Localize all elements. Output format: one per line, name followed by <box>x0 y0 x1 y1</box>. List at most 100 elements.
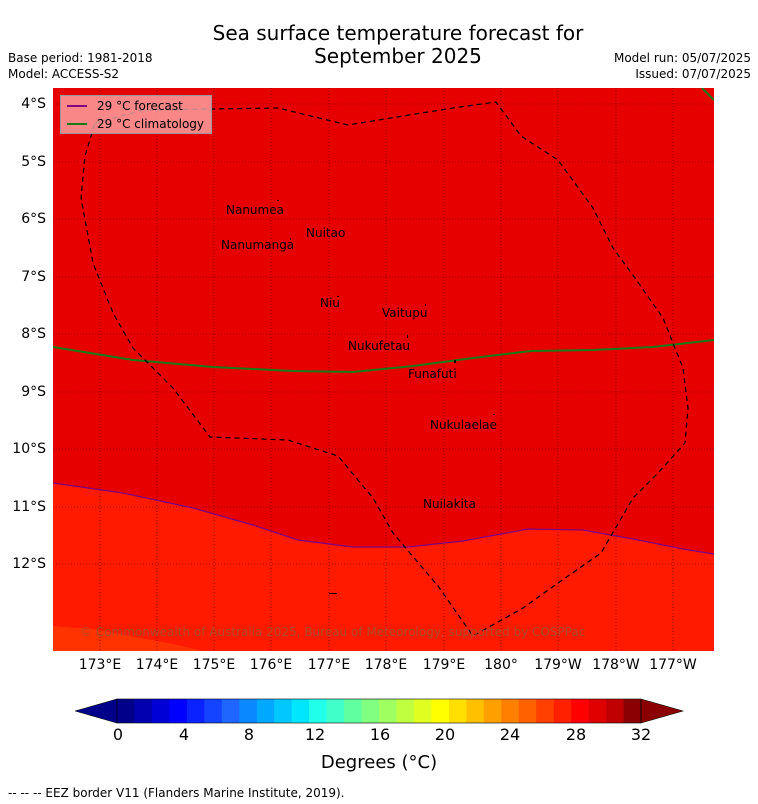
colorbar-tick: 12 <box>304 725 326 744</box>
base-period: Base period: 1981-2018 <box>8 51 153 65</box>
header-left: Base period: 1981-2018 Model: ACCESS-S2 <box>8 50 153 82</box>
map-legend: 29 °C forecast 29 °C climatology <box>60 95 212 134</box>
header-right: Model run: 05/07/2025 Issued: 07/07/2025 <box>614 50 751 82</box>
climatology-contour-corner <box>701 88 714 101</box>
island-markers <box>277 200 495 594</box>
colorbar-cell <box>204 699 223 723</box>
legend-forecast: 29 °C forecast <box>67 98 183 114</box>
colorbar-cell <box>326 699 345 723</box>
title-line-1: Sea surface temperature forecast for <box>212 21 584 45</box>
eez-border <box>80 101 689 637</box>
colorbar-tick: 28 <box>565 725 587 744</box>
model-run: Model run: 05/07/2025 <box>613 51 751 65</box>
legend-climatology-label: 29 °C climatology <box>97 117 205 131</box>
colorbar-cells <box>75 698 685 724</box>
colorbar-cell <box>309 699 327 723</box>
colorbar-tick: 32 <box>630 725 652 744</box>
lat-label: 11°S <box>12 499 46 515</box>
climatology-contour <box>53 339 714 374</box>
colorbar-tick: 24 <box>499 725 521 744</box>
island-label-nanumea: Nanumea <box>226 203 284 217</box>
lat-label: 6°S <box>21 211 46 227</box>
lon-label: 177°E <box>307 657 351 673</box>
colorbar-cell <box>588 699 607 723</box>
colorbar-label: Degrees (°C) <box>320 752 438 773</box>
colorbar-cell <box>239 699 258 723</box>
issued-date: Issued: 07/07/2025 <box>635 67 751 81</box>
colorbar-cell <box>396 699 415 723</box>
climatology-swatch <box>67 123 87 125</box>
copyright-notice: © Commonwealth of Australia 2025, Bureau… <box>80 625 586 639</box>
lon-label: 179°E <box>422 657 466 673</box>
colorbar-tick: 8 <box>243 725 255 744</box>
colorbar-cell <box>518 699 537 723</box>
colorbar-frame <box>116 698 642 724</box>
coolest-region <box>53 626 203 651</box>
colorbar-cell <box>536 699 554 723</box>
colorbar-cell <box>361 699 380 723</box>
island-label-vaitupu: Vaitupu <box>382 306 428 320</box>
sst-map <box>53 88 714 651</box>
lon-label: 180° <box>484 657 518 673</box>
colorbar-cell <box>553 699 572 723</box>
colorbar-cell <box>431 699 450 723</box>
colorbar-tick: 16 <box>369 725 391 744</box>
colorbar-cell <box>466 699 485 723</box>
forecast-swatch <box>67 105 87 107</box>
lat-label: 7°S <box>21 269 46 285</box>
page-title: Sea surface temperature forecast for Sep… <box>0 22 758 68</box>
colorbar-cell <box>501 699 520 723</box>
colorbar-cell <box>151 699 170 723</box>
island-label-nukulaelae: Nukulaelae <box>430 418 497 432</box>
island-label-nukufetau: Nukufetau <box>348 339 411 353</box>
lon-label: 177°W <box>649 657 697 673</box>
island-label-nuitao: Nuitao <box>306 226 346 240</box>
lon-label: 173°E <box>78 657 122 673</box>
colorbar <box>75 698 685 724</box>
colorbar-cell <box>379 699 397 723</box>
title-line-2: September 2025 <box>314 44 482 68</box>
lon-label: 178°E <box>364 657 408 673</box>
lat-label: 4°S <box>21 96 46 112</box>
colorbar-cell <box>413 699 432 723</box>
colorbar-cell <box>606 699 624 723</box>
graticule <box>53 88 714 651</box>
colorbar-extend-high <box>640 698 685 724</box>
legend-climatology: 29 °C climatology <box>67 116 204 132</box>
colorbar-cell <box>344 699 362 723</box>
forecast-contour <box>53 482 714 555</box>
colorbar-cell <box>623 699 642 723</box>
model-name: Model: ACCESS-S2 <box>8 67 120 81</box>
colorbar-cell <box>256 699 275 723</box>
colorbar-cell <box>221 699 240 723</box>
island-label-nanumanga: Nanumanga <box>221 238 295 252</box>
cooler-region <box>53 483 714 651</box>
lat-label: 10°S <box>12 441 46 457</box>
colorbar-cell <box>117 699 135 723</box>
colorbar-cell <box>571 699 589 723</box>
island-label-funafuti: Funafuti <box>408 367 457 381</box>
colorbar-extend-low <box>75 698 118 724</box>
colorbar-tick: 0 <box>112 725 124 744</box>
colorbar-tick: 20 <box>434 725 456 744</box>
lon-label: 179°W <box>534 657 582 673</box>
lon-label: 176°E <box>249 657 293 673</box>
lon-label: 174°E <box>135 657 179 673</box>
lon-label: 175°E <box>192 657 236 673</box>
colorbar-cell <box>448 699 467 723</box>
lat-label: 9°S <box>21 384 46 400</box>
lat-label: 12°S <box>12 556 46 572</box>
colorbar-tick: 4 <box>178 725 190 744</box>
colorbar-cell <box>274 699 292 723</box>
colorbar-cell <box>186 699 205 723</box>
lon-label: 178°W <box>592 657 640 673</box>
legend-forecast-label: 29 °C forecast <box>97 99 183 113</box>
lat-label: 5°S <box>21 154 46 170</box>
island-label-niu: Niu <box>320 296 340 310</box>
lat-label: 8°S <box>21 326 46 342</box>
colorbar-cell <box>169 699 188 723</box>
eez-footnote: -- -- -- EEZ border V11 (Flanders Marine… <box>8 786 345 800</box>
island-label-nuilakita: Nuilakita <box>423 497 476 511</box>
colorbar-cell <box>483 699 502 723</box>
colorbar-cell <box>134 699 153 723</box>
